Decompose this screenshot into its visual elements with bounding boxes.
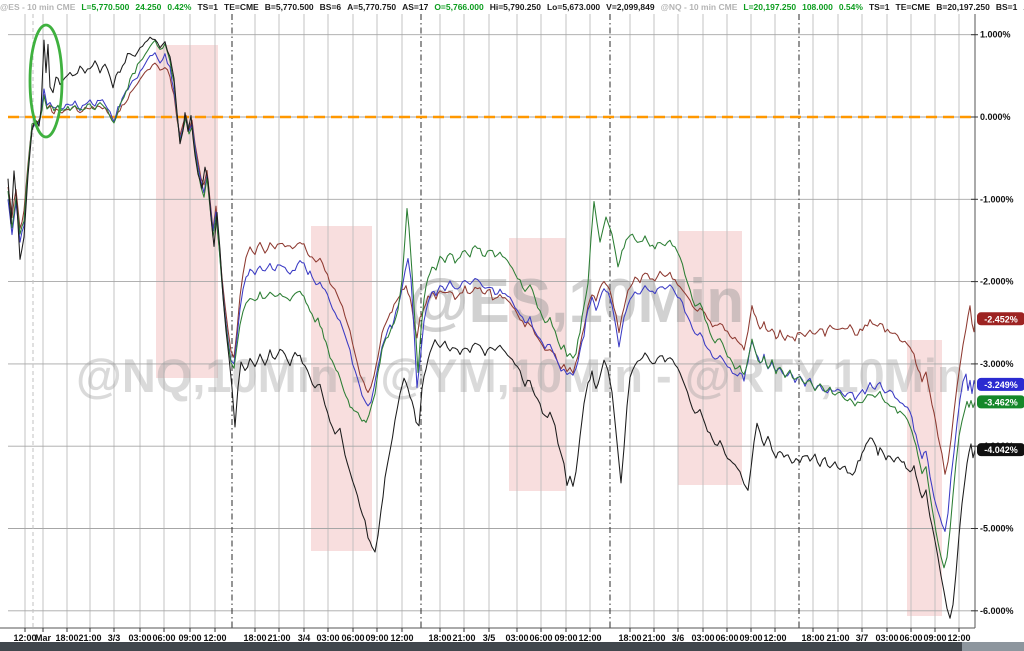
axes-layer: 1.000%0.000%-1.000%-2.000%-3.000%-4.000%… [0,14,1024,643]
quote-field: 24.250 [135,2,162,12]
x-axis-tick-label: 03:00 [316,633,339,643]
y-axis-tick-label: 0.000% [980,112,1011,122]
scrollbar-track [962,642,1024,651]
x-axis-tick-label: 3/7 [856,633,869,643]
quote-field: V=2,099,849 [606,2,655,12]
annotation-layer [28,23,64,139]
x-axis-tick-label: 3/5 [483,633,496,643]
x-axis-tick-label: 03:00 [691,633,714,643]
x-axis-tick-label: 09:00 [365,633,388,643]
quote-field: BS=6 [319,2,342,12]
last-price-badge: -3.462% [977,395,1024,409]
last-price-badge: -4.042% [977,443,1024,457]
badge-label: -4.042% [984,445,1018,455]
x-axis-tick-label: 3/3 [108,633,121,643]
badge-label: -3.462% [984,397,1018,407]
x-axis-tick-label: 21:00 [78,633,101,643]
x-axis-tick-label: 18:00 [801,633,824,643]
x-axis-tick-label: 06:00 [152,633,175,643]
x-axis-tick-label: 18:00 [618,633,641,643]
series-layer [7,36,976,619]
grid-layer [8,14,983,628]
x-axis-tick-label: 12:00 [203,633,226,643]
last-price-badge: -2.452% [977,312,1024,326]
badge-background [977,312,1024,326]
x-axis-tick-label: 09:00 [739,633,762,643]
y-axis-tick-label: -6.000% [980,606,1014,616]
quote-field: 0.42% [167,2,192,12]
x-axis-tick-label: 03:00 [875,633,898,643]
x-axis-tick-label: 12:00 [390,633,413,643]
y-axis-tick-label: -2.000% [980,277,1014,287]
x-axis-tick-label: 3/6 [672,633,685,643]
dark-red-line [7,62,976,475]
badge-label: -2.452% [984,314,1018,324]
y-axis-tick-label: -1.000% [980,194,1014,204]
x-axis-tick-label: 21:00 [642,633,665,643]
x-axis-tick-label: 09:00 [178,633,201,643]
x-axis-tick-label: 12:00 [13,633,36,643]
quote-field: A=5,770.750 [347,2,397,12]
black-line [7,36,976,619]
quote-field: TE=CME [224,2,259,12]
scrollbar-thumb[interactable] [0,642,962,651]
x-axis-tick-label: 18:00 [243,633,266,643]
opening-spike-ellipse [28,23,64,139]
watermark-es: @ES,10Min [408,267,744,336]
x-axis-tick-label: Mar [35,633,52,643]
quote-field: BS=1 [995,2,1018,12]
quote-field: B=5,770.500 [264,2,314,12]
x-axis-tick-label: 06:00 [899,633,922,643]
x-axis-tick-label: 03:00 [128,633,151,643]
green-line [7,39,976,569]
quote-field: @NQ - 10 min CME [660,2,738,12]
quote-field: TS=1 [868,2,890,12]
y-axis-tick-label: 1.000% [980,30,1011,40]
quote-field: B=20,197.250 [936,2,990,12]
last-price-badge: -3.249% [977,377,1024,391]
badge-label: -3.249% [984,380,1018,390]
highlight-band [156,45,218,378]
quote-field: L=20,197.250 [743,2,797,12]
x-axis-tick-label: 12:00 [578,633,601,643]
badge-background [977,377,1024,391]
quote-field: L=5,770.500 [81,2,130,12]
highlight-bands-layer [156,45,942,616]
x-axis-tick-label: 3/4 [298,633,311,643]
quote-field: O=5,766.000 [434,2,484,12]
y-axis-tick-label: -3.000% [980,359,1014,369]
quote-field: AS=17 [402,2,429,12]
x-axis-tick-label: 06:00 [715,633,738,643]
x-axis-tick-label: 03:00 [505,633,528,643]
badge-background [977,443,1024,457]
horizontal-scrollbar[interactable] [0,642,1024,651]
x-axis-tick-label: 06:00 [529,633,552,643]
x-axis-tick-label: 21:00 [267,633,290,643]
y-axis-tick-label: -5.000% [980,524,1014,534]
x-axis-tick-label: 18:00 [428,633,451,643]
quote-field: 108.000 [802,2,833,12]
quote-field: @ES - 10 min CME [0,2,76,12]
x-axis-tick-label: 09:00 [554,633,577,643]
x-axis-tick-label: 09:00 [923,633,946,643]
x-axis-tick-label: 12:00 [763,633,786,643]
highlight-band [678,231,742,485]
highlight-band [907,340,942,616]
quote-field: Hi=5,790.250 [489,2,541,12]
quote-info-bar: @ES - 10 min CME L=5,770.500 24.250 0.42% TS… [0,0,1024,14]
x-axis-tick-label: 06:00 [341,633,364,643]
quote-field: Lo=5,673.000 [546,2,601,12]
watermark-symbols: @NQ,10Min - @YM,10Min - @RTY,10Min [76,349,966,402]
highlight-band [509,238,566,491]
x-axis-tick-label: 21:00 [452,633,475,643]
x-axis-tick-label: 12:00 [947,633,970,643]
badge-background [977,395,1024,409]
quote-field: 0.54% [838,2,863,12]
x-axis-tick-label: 21:00 [826,633,849,643]
x-axis-tick-label: 18:00 [55,633,78,643]
quote-field: TS=1 [197,2,219,12]
quote-field: TE=CME [895,2,931,12]
